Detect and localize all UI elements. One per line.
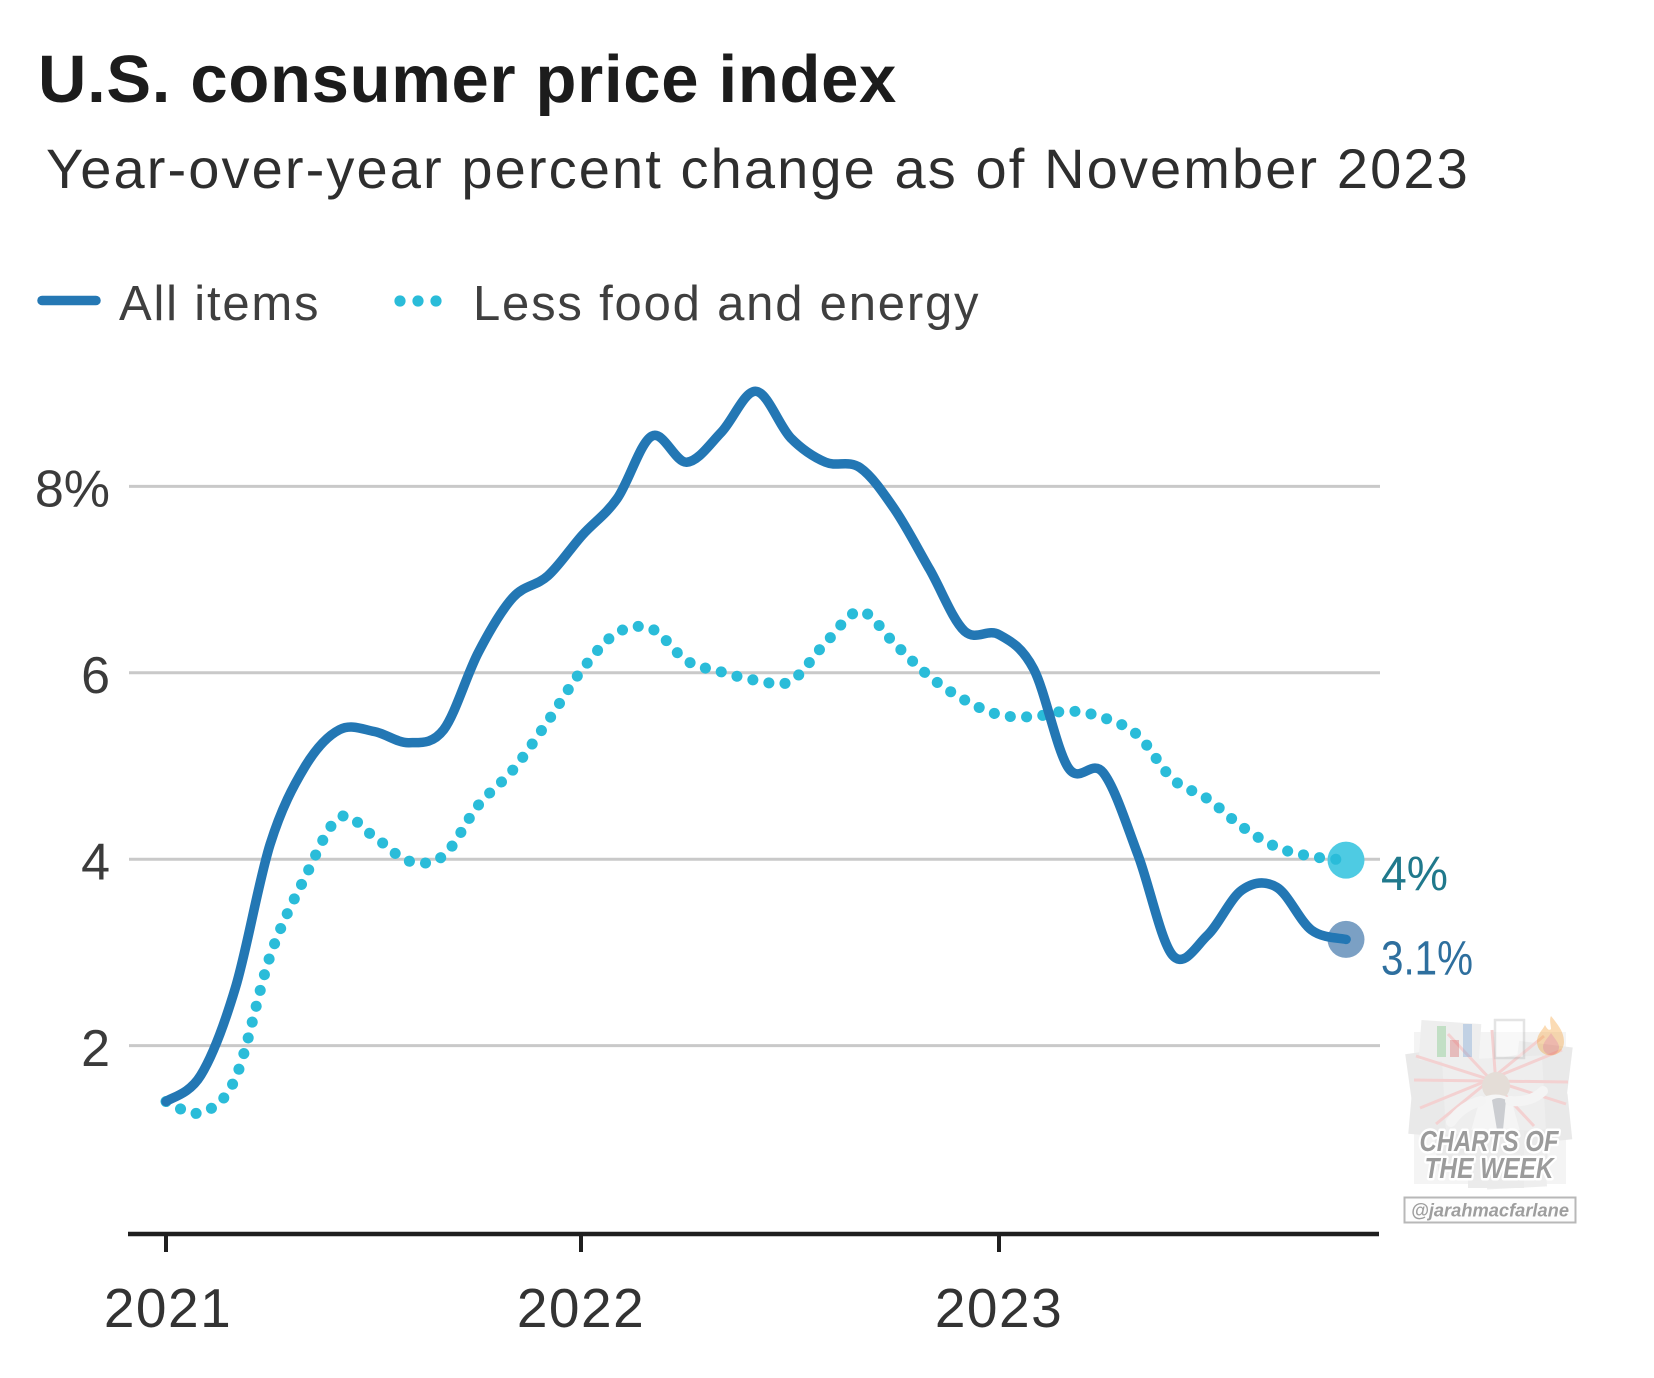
svg-text:2023: 2023 xyxy=(935,1277,1063,1339)
svg-text:2022: 2022 xyxy=(517,1277,645,1339)
svg-text:Year-over-year percent change: Year-over-year percent change as of Nove… xyxy=(46,137,1470,200)
svg-text:All items: All items xyxy=(119,277,320,331)
svg-text:CHARTS OF: CHARTS OF xyxy=(1420,1126,1560,1158)
svg-text:3.1%: 3.1% xyxy=(1381,933,1473,986)
svg-text:4: 4 xyxy=(81,833,110,891)
svg-text:2021: 2021 xyxy=(104,1277,232,1339)
svg-text:4%: 4% xyxy=(1381,848,1448,901)
svg-text:@jarahmacfarlane: @jarahmacfarlane xyxy=(1411,1200,1569,1221)
svg-text:2: 2 xyxy=(81,1020,110,1078)
svg-text:U.S. consumer price index: U.S. consumer price index xyxy=(38,42,897,117)
svg-text:6: 6 xyxy=(81,647,110,705)
svg-text:THE WEEK: THE WEEK xyxy=(1425,1153,1556,1185)
svg-text:Less food and energy: Less food and energy xyxy=(473,277,980,331)
svg-text:8%: 8% xyxy=(35,461,110,519)
